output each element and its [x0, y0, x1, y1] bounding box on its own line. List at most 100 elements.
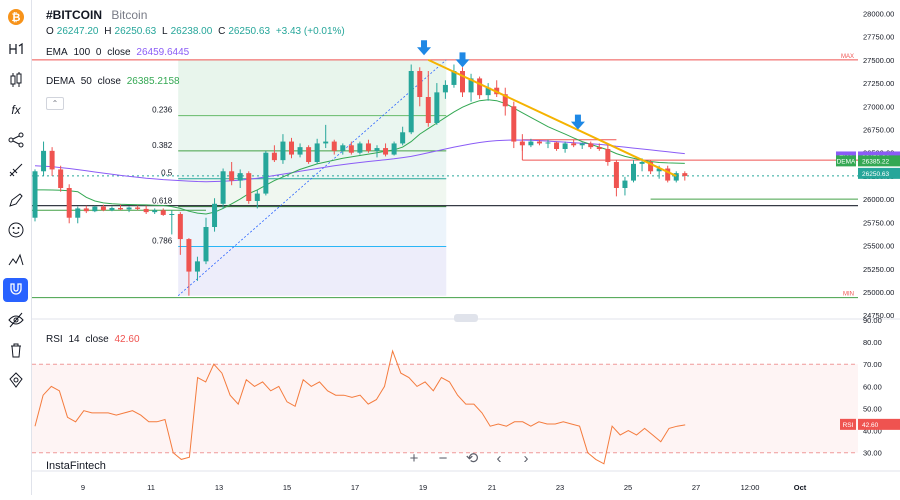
candle	[417, 71, 423, 97]
h-value: 26250.63	[114, 26, 157, 37]
candle	[613, 162, 619, 188]
pen-icon[interactable]	[3, 188, 28, 212]
symbol-legend: #BITCOIN Bitcoin	[46, 8, 150, 22]
candle	[280, 141, 286, 161]
rsi-legend[interactable]: RSI 14 close 42.60	[46, 334, 143, 345]
chart-area[interactable]: 0.236 0.382 0.5 0.618 0.786 MAX MIN 28000.00 277…	[32, 0, 900, 495]
fx-icon[interactable]: fx	[3, 98, 28, 122]
nodes-icon[interactable]	[3, 128, 28, 152]
dema-legend[interactable]: DEMA 50 close 26385.2158	[46, 76, 183, 87]
hline-icon[interactable]	[3, 37, 28, 61]
camera-icon[interactable]	[3, 368, 28, 392]
candle	[92, 206, 98, 212]
price-tick: 28000.00	[863, 9, 894, 18]
down-arrow-icon	[570, 114, 585, 130]
candle	[169, 214, 175, 215]
l-label: L	[162, 26, 168, 37]
bitcoin-icon[interactable]: ₿	[3, 5, 28, 29]
price-tick: 25500.00	[863, 242, 894, 251]
candle	[348, 145, 354, 153]
rsi-tick: 40.00	[863, 427, 882, 436]
candle	[588, 143, 594, 148]
fib-trend-line	[177, 59, 447, 297]
price-tick: 27250.00	[863, 79, 894, 88]
ema-offset: 0	[95, 47, 102, 58]
rsi-tick: 70.00	[863, 360, 882, 369]
fib-zone	[178, 150, 447, 179]
ema-value: 26459.6445	[136, 47, 190, 58]
rsi-tick: 50.00	[863, 404, 882, 413]
price-tick: 27000.00	[863, 102, 894, 111]
price-tick: 26000.00	[863, 195, 894, 204]
dema-source: close	[97, 76, 121, 87]
price-tick: 25250.00	[863, 265, 894, 274]
candle	[383, 148, 389, 155]
dema-line	[35, 99, 685, 215]
candle	[100, 206, 106, 211]
scroll-back-button[interactable]: ‹	[496, 449, 502, 467]
collapse-legend-button[interactable]: ⌃	[46, 97, 64, 110]
min-label: MIN	[843, 292, 854, 298]
candle	[263, 152, 269, 194]
zoom-out-button[interactable]: −	[438, 449, 448, 467]
candle	[425, 97, 431, 123]
candle	[271, 152, 277, 161]
candle	[511, 106, 517, 142]
fib-level-label: 0.618	[152, 197, 173, 206]
magnet-icon[interactable]	[3, 278, 28, 302]
candle	[66, 188, 72, 218]
price-tick: 24750.00	[863, 311, 894, 320]
candle	[177, 214, 183, 240]
candle	[186, 239, 192, 272]
brush-icon[interactable]	[3, 158, 28, 182]
ohlc-legend: O 26247.20 H 26250.63 L 26238.00 C 26250.63 …	[46, 26, 348, 37]
price-axis	[858, 0, 900, 495]
ema-source: close	[107, 47, 131, 58]
rsi-source: close	[85, 334, 109, 345]
candle	[477, 78, 483, 96]
max-label: MAX	[841, 54, 854, 60]
zoom-in-button[interactable]: +	[409, 449, 419, 467]
rsi-value: 42.60	[114, 334, 140, 345]
candle	[323, 141, 329, 144]
trend-line	[427, 58, 677, 177]
fib-zone	[178, 246, 447, 296]
ema-name: EMA	[46, 47, 68, 58]
candle	[408, 71, 414, 133]
time-tick: 15	[283, 483, 291, 492]
pattern-icon[interactable]	[3, 248, 28, 272]
trash-icon[interactable]	[3, 338, 28, 362]
price-badge-value: 26250.63	[862, 171, 889, 178]
candles-icon[interactable]	[3, 68, 28, 92]
candle	[203, 227, 209, 262]
candle	[502, 94, 508, 107]
candle	[622, 180, 628, 188]
eye-off-icon[interactable]	[3, 308, 28, 332]
candle	[41, 150, 47, 172]
time-tick: 17	[351, 483, 359, 492]
badge-label-bg	[836, 155, 856, 167]
candle	[631, 163, 636, 181]
candle	[536, 141, 542, 144]
candle	[673, 173, 679, 181]
rsi-badge-label-bg	[840, 418, 856, 430]
smile-icon[interactable]	[3, 218, 28, 242]
fib-zone	[178, 206, 447, 247]
scroll-forward-button[interactable]: ›	[523, 449, 529, 467]
ema-period: 100	[73, 47, 91, 58]
candle	[485, 87, 491, 96]
symbol-name: Bitcoin	[111, 8, 148, 22]
time-tick: 25	[624, 483, 632, 492]
candle	[545, 142, 551, 144]
price-chart-svg[interactable]: 0.2360.3820.50.6180.786MAXMIN28000.00277…	[32, 0, 900, 495]
watermark: InstaFintech	[46, 460, 106, 472]
reset-button[interactable]: ⟲	[465, 450, 479, 467]
c-value: 26250.63	[228, 26, 271, 37]
price-tick: 27500.00	[863, 56, 894, 65]
l-value: 26238.00	[170, 26, 213, 37]
candle	[554, 142, 560, 149]
candle	[639, 162, 645, 164]
candle	[391, 143, 397, 155]
ema-legend[interactable]: EMA 100 0 close 26459.6445	[46, 47, 192, 58]
fib-zone	[178, 178, 447, 207]
